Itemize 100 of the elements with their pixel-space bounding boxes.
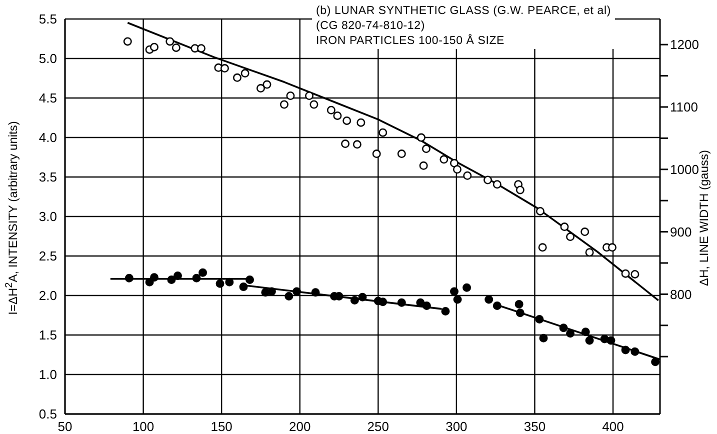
x-tick-label: 400 xyxy=(602,419,624,434)
y2-tick-label: 1000 xyxy=(670,162,699,177)
point xyxy=(450,287,459,296)
annotation: (CG 820-74-810-12) xyxy=(316,19,426,34)
point xyxy=(305,92,314,100)
y-tick-label: 4.5 xyxy=(38,90,57,106)
point xyxy=(262,80,272,89)
point xyxy=(372,150,381,158)
point xyxy=(514,300,524,308)
x-tick-label: 150 xyxy=(210,419,232,434)
point xyxy=(123,37,132,46)
point xyxy=(280,100,288,109)
y-tick-label: 1.0 xyxy=(38,367,57,382)
point xyxy=(267,287,276,296)
point xyxy=(173,272,182,280)
point xyxy=(150,42,158,52)
point xyxy=(581,328,590,336)
y-tick-label: 2.0 xyxy=(38,288,57,304)
point xyxy=(484,176,492,184)
point xyxy=(453,295,462,304)
point xyxy=(292,287,301,296)
y-tick-label: 4.0 xyxy=(38,130,57,146)
y-tick-label: 0.5 xyxy=(38,406,57,422)
y2-tick-label: 900 xyxy=(670,224,692,240)
point xyxy=(311,288,320,297)
point xyxy=(463,171,472,180)
point xyxy=(356,118,366,127)
point xyxy=(630,347,640,356)
x-tick-label: 200 xyxy=(289,419,311,434)
point xyxy=(450,158,459,168)
point xyxy=(441,307,450,316)
point xyxy=(462,283,472,292)
point xyxy=(333,111,342,120)
point xyxy=(225,278,234,286)
y-tick-label: 3.0 xyxy=(38,209,57,224)
point xyxy=(559,324,568,332)
point xyxy=(516,308,524,318)
point xyxy=(422,302,431,310)
y2-tick-label: 1200 xyxy=(670,37,699,52)
point xyxy=(600,334,609,344)
point xyxy=(232,73,242,82)
point xyxy=(566,329,575,338)
x-tick-label: 300 xyxy=(446,419,468,434)
point xyxy=(484,295,494,304)
point xyxy=(538,243,547,252)
point xyxy=(419,161,428,170)
point xyxy=(536,206,544,216)
point xyxy=(606,336,616,345)
point xyxy=(585,248,594,257)
point xyxy=(352,140,362,149)
point xyxy=(310,100,318,109)
point xyxy=(580,228,590,236)
point xyxy=(166,37,174,46)
point xyxy=(397,150,406,158)
y-tick-label: 5.5 xyxy=(38,12,57,27)
point xyxy=(651,358,660,366)
point xyxy=(341,140,350,148)
x-tick-label: 100 xyxy=(132,419,154,434)
x-tick-label: 50 xyxy=(58,419,72,434)
point xyxy=(358,292,367,302)
point xyxy=(286,92,295,100)
x-tick-label: 350 xyxy=(524,419,546,434)
point xyxy=(326,106,336,114)
point xyxy=(246,275,254,284)
point xyxy=(150,273,158,282)
point xyxy=(630,270,640,278)
y-tick-label: 2.5 xyxy=(38,248,57,264)
point xyxy=(192,274,201,282)
point xyxy=(284,292,294,301)
point xyxy=(216,279,224,288)
point xyxy=(378,298,388,306)
point xyxy=(492,302,502,310)
point xyxy=(416,298,425,307)
point xyxy=(539,334,548,342)
y2-tick-label: 1100 xyxy=(670,100,698,115)
point xyxy=(585,336,594,345)
point xyxy=(422,144,430,154)
point xyxy=(220,64,229,73)
point xyxy=(350,296,359,304)
y-tick-label: 5.0 xyxy=(38,51,57,66)
point xyxy=(566,232,575,242)
point xyxy=(416,133,426,142)
point xyxy=(440,155,448,164)
point xyxy=(560,222,569,232)
point xyxy=(240,69,250,78)
point xyxy=(621,346,630,354)
x-tick-label: 250 xyxy=(367,419,390,434)
point xyxy=(198,268,208,277)
point xyxy=(397,298,406,307)
point xyxy=(492,180,502,189)
y2-tick-label: 800 xyxy=(670,286,692,302)
text: (b) LUNAR SYNTHETIC GLASS (G.W. PEARCE, et al) xyxy=(316,4,611,19)
annotation: IRON PARTICLES 100-150 Å SIZE xyxy=(316,34,506,49)
point xyxy=(452,165,462,174)
y-tick-label: 1.5 xyxy=(38,328,57,343)
point xyxy=(516,186,524,194)
y2-axis-title: ΔH, LINE WIDTH (gauss) xyxy=(697,150,711,286)
point xyxy=(378,128,388,137)
point xyxy=(167,275,176,284)
point xyxy=(239,282,248,292)
